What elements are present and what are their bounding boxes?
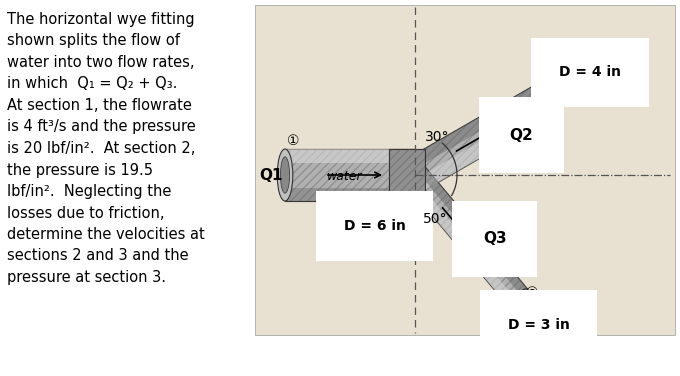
Text: D = 3 in: D = 3 in <box>508 318 570 332</box>
Text: is 20 lbf/in².  At section 2,: is 20 lbf/in². At section 2, <box>7 141 195 156</box>
Text: water: water <box>327 170 363 182</box>
Bar <box>285 149 415 163</box>
Ellipse shape <box>543 87 556 108</box>
Text: the pressure is 19.5: the pressure is 19.5 <box>7 162 153 177</box>
Polygon shape <box>405 167 528 306</box>
Text: shown splits the flow of: shown splits the flow of <box>7 33 180 49</box>
Text: Q2: Q2 <box>509 127 533 143</box>
Text: determine the velocities at: determine the velocities at <box>7 227 205 242</box>
Ellipse shape <box>277 149 293 201</box>
Text: D = 4 in: D = 4 in <box>559 65 622 79</box>
Polygon shape <box>418 167 528 295</box>
Polygon shape <box>406 82 547 170</box>
Text: D = 6 in: D = 6 in <box>343 219 405 233</box>
Text: Q3: Q3 <box>483 232 507 246</box>
Text: Q1: Q1 <box>259 168 282 183</box>
Bar <box>255 5 675 335</box>
Text: At section 1, the flowrate: At section 1, the flowrate <box>7 98 192 113</box>
Text: sections 2 and 3 and the: sections 2 and 3 and the <box>7 249 188 264</box>
Polygon shape <box>417 101 558 191</box>
Bar <box>285 188 415 201</box>
Ellipse shape <box>539 82 559 113</box>
Text: ①: ① <box>287 134 299 148</box>
Text: is 4 ft³/s and the pressure: is 4 ft³/s and the pressure <box>7 120 196 135</box>
Ellipse shape <box>280 157 290 193</box>
Polygon shape <box>405 177 516 306</box>
Text: in which  Q₁ = Q₂ + Q₃.: in which Q₁ = Q₂ + Q₃. <box>7 76 177 91</box>
Text: 50°: 50° <box>423 212 447 226</box>
Text: losses due to friction,: losses due to friction, <box>7 206 165 220</box>
Text: ③: ③ <box>526 285 539 300</box>
Polygon shape <box>406 82 558 191</box>
Text: 30°: 30° <box>425 130 449 144</box>
Bar <box>285 149 415 201</box>
Bar <box>285 149 415 201</box>
Text: The horizontal wye fitting: The horizontal wye fitting <box>7 12 194 27</box>
Text: ②: ② <box>556 82 568 97</box>
Text: water into two flow rates,: water into two flow rates, <box>7 55 194 70</box>
Polygon shape <box>389 149 426 201</box>
Ellipse shape <box>508 289 528 306</box>
Text: lbf/in².  Neglecting the: lbf/in². Neglecting the <box>7 184 171 199</box>
Text: pressure at section 3.: pressure at section 3. <box>7 270 166 285</box>
Ellipse shape <box>511 292 524 303</box>
